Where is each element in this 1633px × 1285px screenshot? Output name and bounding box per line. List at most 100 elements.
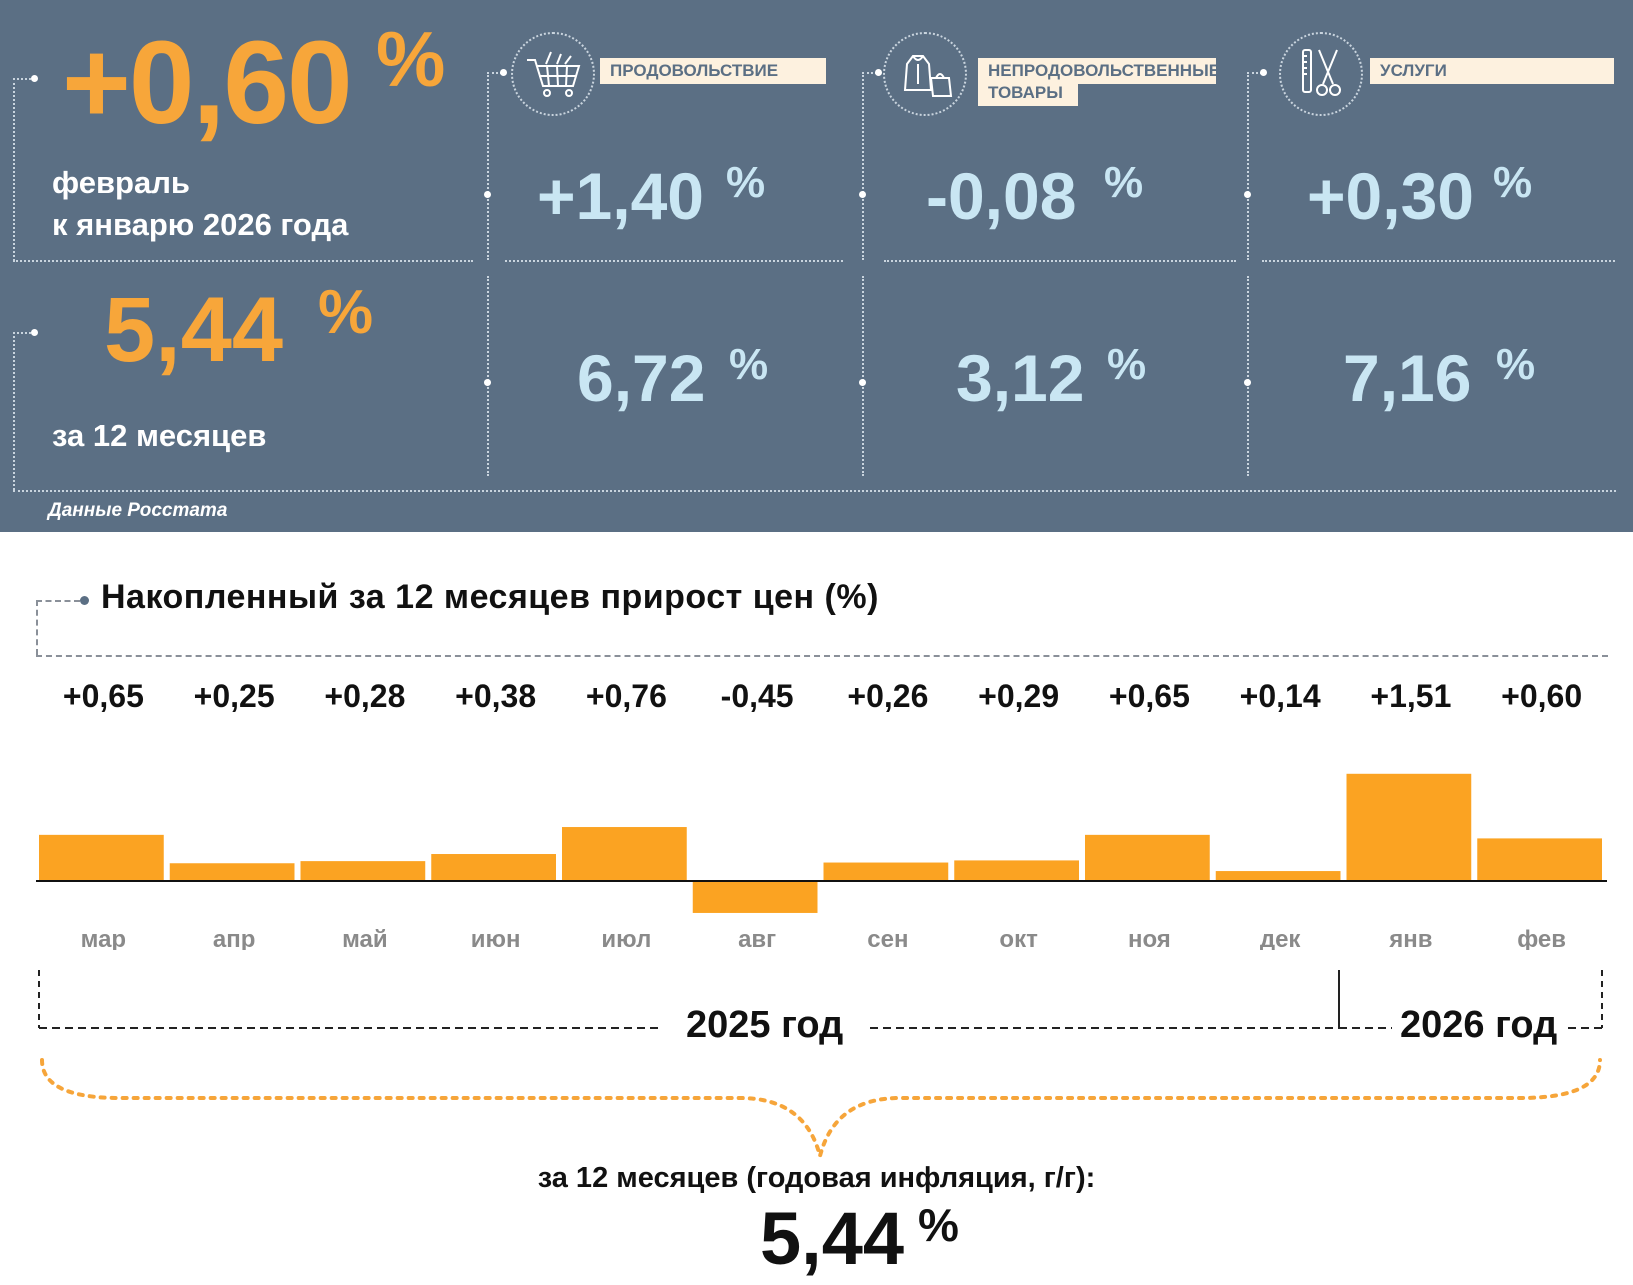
frame-line (1262, 260, 1615, 262)
frame-line (13, 332, 35, 334)
chart-title-rule (36, 655, 1608, 657)
chart-title: Накопленный за 12 месяцев прирост цен (%… (101, 578, 879, 616)
food-annual-value: 6,72 (577, 341, 706, 415)
category-tick-label: апр (213, 926, 256, 950)
frame-node (31, 329, 38, 336)
bar-value-label: +0,26 (847, 678, 928, 714)
services-monthly-unit: % (1493, 158, 1533, 207)
monthly-inflation-unit: % (376, 15, 446, 103)
frame-node (875, 69, 882, 76)
frame-node (859, 191, 866, 198)
bar (823, 862, 949, 881)
frame-line (862, 72, 877, 74)
frame-line (13, 78, 15, 261)
frame-node (484, 379, 491, 386)
category-tick-label: июл (601, 926, 651, 950)
frame-line (505, 260, 843, 262)
bar-value-label: +0,14 (1240, 678, 1321, 714)
category-tick-label: дек (1260, 926, 1302, 950)
nonfood-monthly-value: -0,08 (926, 159, 1077, 233)
summary-panel: +0,60 % февраль к январю 2026 года 5,44 … (0, 0, 1633, 532)
annual-inflation-value: 5,44 (104, 279, 284, 381)
monthly-label-line2: к январю 2026 года (52, 207, 349, 242)
bar-value-label: +0,28 (324, 678, 405, 714)
column-divider (1247, 72, 1249, 260)
category-tick-label: сен (867, 926, 908, 950)
frame-line (13, 332, 15, 490)
column-divider (1247, 276, 1249, 476)
bar-value-label: +0,76 (586, 678, 667, 714)
bar-value-label: +0,38 (455, 678, 536, 714)
data-source: Данные Росстата (48, 500, 228, 521)
bar-value-label: +0,25 (194, 678, 275, 714)
bar (1346, 773, 1472, 881)
column-divider (862, 276, 864, 476)
year-label-2026: 2026 год (1400, 1004, 1558, 1046)
summary-unit: % (918, 1199, 959, 1251)
food-monthly-unit: % (726, 158, 766, 207)
bar (692, 881, 818, 913)
monthly-label-line1: февраль (52, 165, 190, 200)
bar (954, 860, 1079, 881)
services-annual-value: 7,16 (1343, 341, 1472, 415)
frame-line (1247, 72, 1262, 74)
frame-node (31, 75, 38, 82)
column-divider (487, 276, 489, 476)
category-tick-label: окт (999, 926, 1038, 950)
category-tick-label: ноя (1128, 926, 1171, 950)
bar (300, 861, 426, 881)
column-divider (862, 72, 864, 260)
category-tick-label: июн (471, 926, 521, 950)
annual-label: за 12 месяцев (52, 418, 267, 453)
food-annual-unit: % (729, 340, 769, 389)
frame-node (1244, 191, 1251, 198)
frame-line (884, 260, 1236, 262)
bar-value-label: +1,51 (1370, 678, 1451, 714)
frame-node (1244, 379, 1251, 386)
title-bullet (80, 596, 89, 605)
title-connector (36, 600, 38, 655)
column-divider (487, 72, 489, 260)
summary-value: 5,44 (760, 1197, 905, 1280)
scissors-comb-icon (1279, 32, 1363, 116)
bar (39, 834, 164, 881)
frame-node (859, 379, 866, 386)
services-monthly-value: +0,30 (1307, 159, 1474, 233)
category-label-nonfood: НЕПРОДОВОЛЬСТВЕННЫЕ (978, 58, 1220, 84)
bar-chart: +0,65 +0,25 +0,28 +0,38 +0,76 -0,45 +0,26 +0,29… (36, 678, 1607, 950)
frame-line (13, 78, 35, 80)
category-label-services: УСЛУГИ (1370, 58, 1614, 84)
year-label-2025: 2025 год (686, 1004, 844, 1046)
category-label-food: ПРОДОВОЛЬСТВИЕ (600, 58, 826, 84)
nonfood-annual-unit: % (1107, 340, 1147, 389)
bar (1085, 834, 1210, 881)
category-tick-label: янв (1388, 926, 1432, 950)
title-connector (36, 600, 80, 602)
year-bracket (38, 970, 1603, 1160)
category-label-nonfood-line2: ТОВАРЫ (978, 80, 1078, 106)
category-tick-label: авг (738, 926, 776, 950)
bar (562, 827, 687, 881)
annual-inflation-unit: % (318, 278, 374, 347)
bar (1215, 871, 1341, 881)
shopping-cart-icon (511, 32, 595, 116)
category-tick-label: мар (81, 926, 126, 950)
nonfood-monthly-unit: % (1104, 158, 1144, 207)
bar-value-label: +0,65 (1109, 678, 1190, 714)
bar-value-label: +0,29 (978, 678, 1059, 714)
services-annual-unit: % (1496, 340, 1536, 389)
bar-value-label: +0,60 (1501, 678, 1582, 714)
category-tick-label: май (342, 926, 388, 950)
frame-line (13, 260, 473, 262)
bar-value-label: -0,45 (721, 678, 794, 714)
bar (431, 854, 556, 881)
category-tick-label: фев (1517, 926, 1566, 950)
frame-line (13, 490, 1616, 492)
food-monthly-value: +1,40 (537, 159, 704, 233)
monthly-inflation-value: +0,60 (62, 17, 353, 149)
clothing-icon (883, 32, 967, 116)
frame-line (487, 72, 502, 74)
frame-node (484, 191, 491, 198)
summary-label: за 12 месяцев (годовая инфляция, г/г): (537, 1162, 1096, 1194)
bar-value-label: +0,65 (63, 678, 144, 714)
